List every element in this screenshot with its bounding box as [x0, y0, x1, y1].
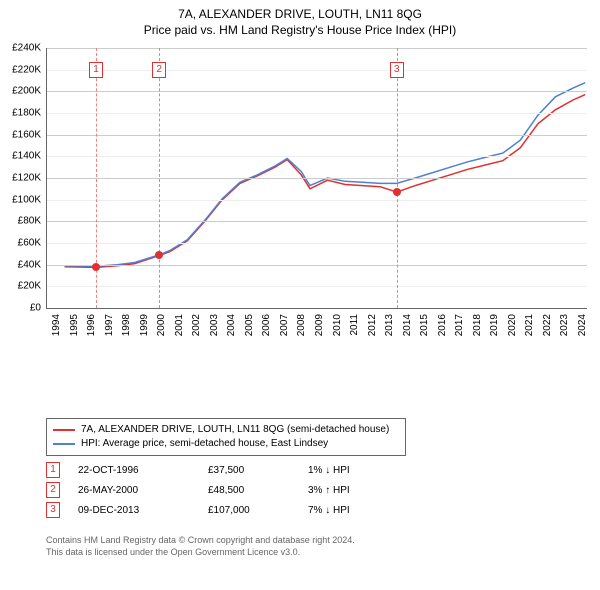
- gridline: [47, 286, 587, 287]
- legend-swatch-red: [53, 429, 75, 431]
- x-axis-label: 1995: [69, 314, 80, 352]
- page: 7A, ALEXANDER DRIVE, LOUTH, LN11 8QG Pri…: [0, 0, 600, 590]
- x-axis-label: 2019: [489, 314, 500, 352]
- x-axis-label: 2004: [226, 314, 237, 352]
- x-axis-label: 1998: [121, 314, 132, 352]
- x-axis-label: 2016: [437, 314, 448, 352]
- y-axis-label: £200K: [3, 86, 41, 97]
- x-axis-label: 2015: [419, 314, 430, 352]
- gridline: [47, 221, 587, 222]
- event-row-badge: 3: [46, 502, 60, 518]
- x-axis-label: 2011: [349, 314, 360, 352]
- event-row-badge: 2: [46, 482, 60, 498]
- x-axis-label: 1996: [86, 314, 97, 352]
- event-row: 2 26-MAY-2000£48,5003% ↑ HPI: [46, 480, 428, 500]
- event-row-pct: 1% ↓ HPI: [308, 465, 428, 476]
- y-axis-label: £60K: [3, 238, 41, 249]
- x-axis-label: 2012: [367, 314, 378, 352]
- x-axis-label: 1994: [51, 314, 62, 352]
- event-row-price: £37,500: [208, 465, 308, 476]
- footer-attribution: Contains HM Land Registry data © Crown c…: [46, 534, 355, 558]
- event-row-date: 26-MAY-2000: [78, 485, 208, 496]
- legend-swatch-blue: [53, 443, 75, 445]
- legend-row-blue: HPI: Average price, semi-detached house,…: [53, 437, 399, 451]
- event-row: 3 09-DEC-2013£107,0007% ↓ HPI: [46, 500, 428, 520]
- x-axis-label: 2009: [314, 314, 325, 352]
- gridline: [47, 265, 587, 266]
- x-axis-label: 2020: [507, 314, 518, 352]
- x-axis-label: 2013: [384, 314, 395, 352]
- title-line-2: Price paid vs. HM Land Registry's House …: [0, 22, 600, 38]
- x-axis-label: 2024: [577, 314, 588, 352]
- event-row-pct: 7% ↓ HPI: [308, 505, 428, 516]
- x-axis-label: 2017: [454, 314, 465, 352]
- event-vline: [397, 48, 398, 308]
- event-marker-2: [155, 251, 163, 259]
- legend-row-red: 7A, ALEXANDER DRIVE, LOUTH, LN11 8QG (se…: [53, 423, 399, 437]
- gridline: [47, 178, 587, 179]
- x-axis-label: 2001: [174, 314, 185, 352]
- event-badge-3: 3: [390, 62, 404, 78]
- y-axis-label: £160K: [3, 129, 41, 140]
- x-axis-label: 2021: [524, 314, 535, 352]
- y-axis-label: £140K: [3, 151, 41, 162]
- gridline: [47, 113, 587, 114]
- x-axis-label: 2007: [279, 314, 290, 352]
- gridline: [47, 48, 587, 49]
- event-row-date: 22-OCT-1996: [78, 465, 208, 476]
- x-axis-label: 2005: [244, 314, 255, 352]
- event-row: 1 22-OCT-1996£37,5001% ↓ HPI: [46, 460, 428, 480]
- event-row-date: 09-DEC-2013: [78, 505, 208, 516]
- event-row-price: £107,000: [208, 505, 308, 516]
- gridline: [47, 156, 587, 157]
- event-row-badge: 1: [46, 462, 60, 478]
- series-blue: [65, 83, 586, 267]
- event-table: 1 22-OCT-1996£37,5001% ↓ HPI 2 26-MAY-2000£…: [46, 460, 428, 520]
- y-axis-label: £80K: [3, 216, 41, 227]
- y-axis-label: £100K: [3, 194, 41, 205]
- x-axis-label: 2006: [261, 314, 272, 352]
- x-axis-label: 1999: [139, 314, 150, 352]
- x-axis-label: 2022: [542, 314, 553, 352]
- legend: 7A, ALEXANDER DRIVE, LOUTH, LN11 8QG (se…: [46, 418, 406, 456]
- event-badge-1: 1: [89, 62, 103, 78]
- gridline: [47, 200, 587, 201]
- gridline: [47, 135, 587, 136]
- gridline: [47, 243, 587, 244]
- legend-label-red: 7A, ALEXANDER DRIVE, LOUTH, LN11 8QG (se…: [81, 423, 389, 437]
- legend-label-blue: HPI: Average price, semi-detached house,…: [81, 437, 328, 451]
- title-line-1: 7A, ALEXANDER DRIVE, LOUTH, LN11 8QG: [0, 6, 600, 22]
- chart-area: £0 £20K £40K £60K £80K £100K £120K £140K £160K £1…: [0, 40, 600, 380]
- footer-line-2: This data is licensed under the Open Gov…: [46, 546, 355, 558]
- x-axis-label: 2014: [402, 314, 413, 352]
- footer-line-1: Contains HM Land Registry data © Crown c…: [46, 534, 355, 546]
- event-vline: [159, 48, 160, 308]
- x-axis-label: 2018: [472, 314, 483, 352]
- x-axis-label: 2008: [296, 314, 307, 352]
- event-row-pct: 3% ↑ HPI: [308, 485, 428, 496]
- x-axis-label: 2002: [191, 314, 202, 352]
- plot-region: £0£20K£40K£60K£80K£100K£120K£140K£160K£1…: [46, 48, 587, 309]
- y-axis-label: £240K: [3, 43, 41, 54]
- y-axis-label: £0: [3, 303, 41, 314]
- y-axis-label: £20K: [3, 281, 41, 292]
- gridline: [47, 70, 587, 71]
- x-axis-label: 2023: [559, 314, 570, 352]
- y-axis-label: £40K: [3, 259, 41, 270]
- event-marker-3: [393, 188, 401, 196]
- y-axis-label: £180K: [3, 108, 41, 119]
- x-axis-label: 2003: [209, 314, 220, 352]
- series-red: [65, 95, 586, 268]
- x-axis-label: 2010: [332, 314, 343, 352]
- x-axis-label: 1997: [104, 314, 115, 352]
- chart-titles: 7A, ALEXANDER DRIVE, LOUTH, LN11 8QG Pri…: [0, 0, 600, 38]
- gridline: [47, 91, 587, 92]
- y-axis-label: £220K: [3, 64, 41, 75]
- event-badge-2: 2: [152, 62, 166, 78]
- x-axis-label: 2000: [156, 314, 167, 352]
- y-axis-label: £120K: [3, 173, 41, 184]
- event-marker-1: [92, 263, 100, 271]
- event-row-price: £48,500: [208, 485, 308, 496]
